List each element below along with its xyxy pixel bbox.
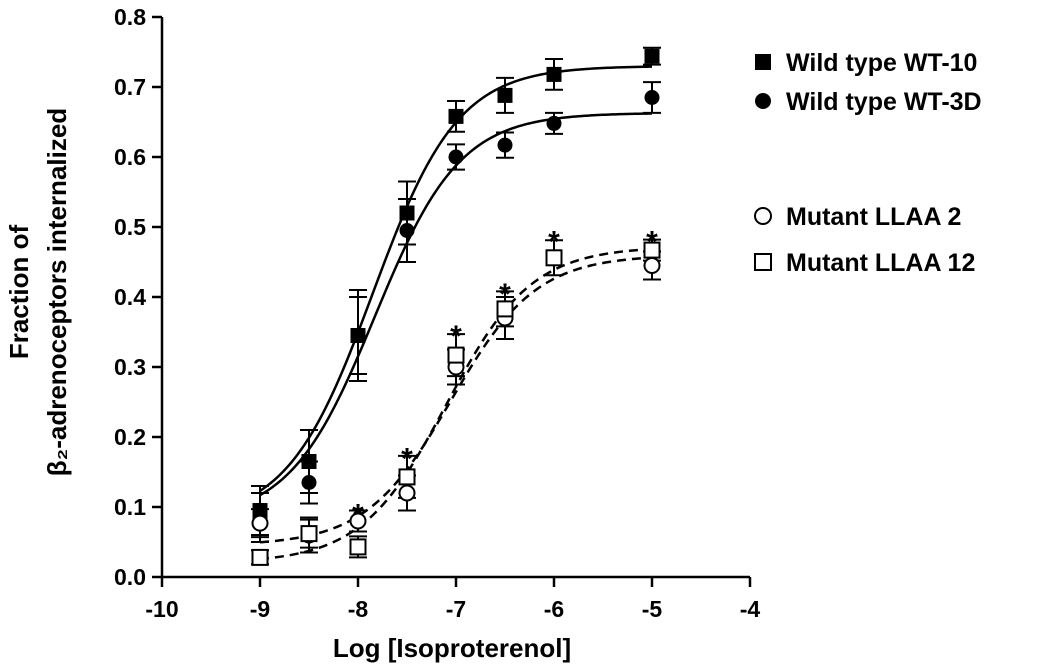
x-tick-label: -10 <box>145 596 178 622</box>
data-point <box>448 149 464 165</box>
y-tick-label: 0.0 <box>114 564 146 590</box>
data-point <box>643 257 661 274</box>
data-point <box>399 223 415 238</box>
significance-star: * <box>401 443 413 476</box>
y-tick-label: 0.8 <box>114 4 146 30</box>
significance-star: * <box>646 226 658 259</box>
ticks: 0.0 0.1 0.2 0.3 0.4 0.5 0.6 0.7 0.8 -10 -9 -8 -7 -6 -5… <box>114 4 760 622</box>
data-point <box>251 548 269 566</box>
data-point <box>301 475 317 490</box>
significance-star: * <box>352 499 364 532</box>
y-tick-label: 0.2 <box>114 424 146 450</box>
y-axis-title-line-2: β₂-adrenoceptors internalized <box>42 108 72 476</box>
significance-annotations: * * * * * * <box>352 226 658 532</box>
data-point <box>546 115 562 131</box>
data-point <box>644 90 660 105</box>
data-point <box>251 514 269 532</box>
data-point <box>497 87 513 103</box>
legend-marker <box>755 93 771 109</box>
legend-marker <box>754 253 772 271</box>
fit-curve <box>259 112 653 497</box>
y-tick-label: 0.4 <box>114 284 146 310</box>
legend-label: Mutant LLAA 2 <box>786 203 961 231</box>
legend: Wild type WT-10 Wild type WT-3D Mutant LLA… <box>754 49 982 277</box>
data-point <box>301 454 317 469</box>
data-point <box>399 205 415 221</box>
data-point <box>398 484 416 502</box>
x-tick-label: -9 <box>250 596 270 622</box>
legend-marker <box>755 54 771 70</box>
x-tick-label: -6 <box>544 596 564 622</box>
y-tick-label: 0.1 <box>114 494 146 520</box>
data-point <box>447 346 465 364</box>
data-point <box>546 66 562 82</box>
x-tick-label: -4 <box>740 596 761 622</box>
x-axis-title: Log [Isoproterenol] <box>333 633 571 663</box>
x-tick-label: -8 <box>348 596 369 622</box>
y-axis-title-line-1: Fraction of <box>4 225 34 360</box>
data-point <box>497 137 513 153</box>
data-point <box>349 512 367 530</box>
svg-text:β₂-adrenoceptors internalized: β₂-adrenoceptors internalized <box>42 108 72 476</box>
legend-marker <box>754 207 772 225</box>
data-point <box>398 468 416 486</box>
x-tick-label: -7 <box>446 596 466 622</box>
y-tick-label: 0.6 <box>114 144 146 170</box>
x-tick-label: -5 <box>642 596 663 622</box>
data-point <box>643 241 661 259</box>
legend-label: Mutant LLAA 12 <box>786 249 975 277</box>
data-point <box>300 525 318 543</box>
legend-label: Wild type WT-10 <box>786 49 977 77</box>
significance-star: * <box>499 278 511 311</box>
y-tick-label: 0.5 <box>114 214 146 240</box>
data-point <box>448 108 464 124</box>
legend-label: Wild type WT-3D <box>786 88 982 116</box>
significance-star: * <box>548 226 560 259</box>
y-tick-label: 0.3 <box>114 354 146 380</box>
y-tick-label: 0.7 <box>114 74 146 100</box>
data-point <box>545 249 563 267</box>
data-points <box>251 48 661 566</box>
svg-text:Fraction of: Fraction of <box>4 225 34 360</box>
data-point <box>644 48 660 64</box>
data-point <box>350 328 366 343</box>
fit-curve <box>259 247 653 561</box>
significance-star: * <box>450 320 462 353</box>
data-point <box>349 538 367 556</box>
data-point <box>496 300 514 318</box>
fit-curve <box>259 256 653 544</box>
y-axis-title: Fraction of β₂-adrenoceptors internalize… <box>4 108 72 476</box>
fit-curves <box>259 65 653 561</box>
